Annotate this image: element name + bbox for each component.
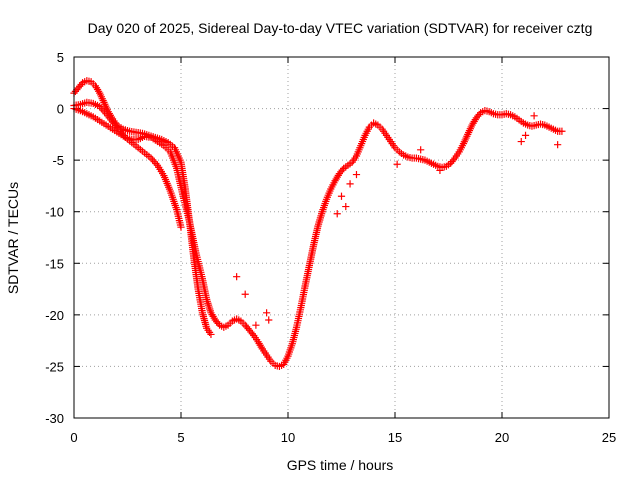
data-point bbox=[177, 223, 185, 231]
data-point bbox=[252, 321, 260, 329]
y-tick-label: -10 bbox=[45, 205, 64, 220]
y-tick-label: -5 bbox=[52, 153, 64, 168]
series-upper-branch bbox=[70, 77, 215, 339]
x-tick-label: 10 bbox=[281, 430, 295, 445]
data-point bbox=[346, 180, 354, 188]
data-point bbox=[436, 166, 444, 175]
data-point bbox=[207, 330, 215, 339]
x-tick-label: 15 bbox=[388, 430, 402, 445]
data-point bbox=[530, 112, 538, 120]
data-marks bbox=[70, 77, 566, 371]
series-scattered-points bbox=[233, 112, 562, 329]
data-point bbox=[521, 131, 530, 139]
data-point bbox=[558, 127, 566, 135]
data-point bbox=[417, 146, 425, 154]
x-tick-label: 0 bbox=[70, 430, 77, 445]
data-point bbox=[233, 273, 241, 281]
plot-frame bbox=[73, 56, 610, 419]
y-tick-label: -30 bbox=[45, 411, 64, 426]
x-tick-label: 25 bbox=[602, 430, 616, 445]
series-lower-branch bbox=[70, 98, 185, 231]
grid-lines bbox=[74, 57, 609, 418]
data-point bbox=[337, 192, 346, 200]
y-tick-label: 5 bbox=[57, 50, 64, 65]
x-tick-label: 20 bbox=[495, 430, 509, 445]
data-point bbox=[342, 202, 350, 211]
y-tick-label: -25 bbox=[45, 359, 64, 374]
y-axis-label: SDTVAR / TECUs bbox=[5, 182, 21, 294]
data-point bbox=[517, 137, 525, 146]
chart-title: Day 020 of 2025, Sidereal Day-to-day VTE… bbox=[88, 20, 593, 36]
y-tick-label: 0 bbox=[57, 102, 64, 117]
axis-ticks: 0 5 10 15 20 25 5 0 -5 -10 -15 -20 -25 -30 bbox=[45, 50, 616, 445]
series-main-track bbox=[70, 104, 566, 371]
data-point bbox=[393, 160, 401, 168]
y-tick-label: -20 bbox=[45, 308, 64, 323]
data-point bbox=[263, 309, 271, 317]
data-point bbox=[554, 141, 562, 149]
x-tick-label: 5 bbox=[177, 430, 184, 445]
x-axis-label: GPS time / hours bbox=[287, 457, 394, 473]
data-point bbox=[265, 316, 273, 324]
data-point bbox=[352, 170, 361, 179]
data-point bbox=[241, 290, 249, 298]
data-point bbox=[333, 210, 341, 218]
y-tick-label: -15 bbox=[45, 256, 64, 271]
